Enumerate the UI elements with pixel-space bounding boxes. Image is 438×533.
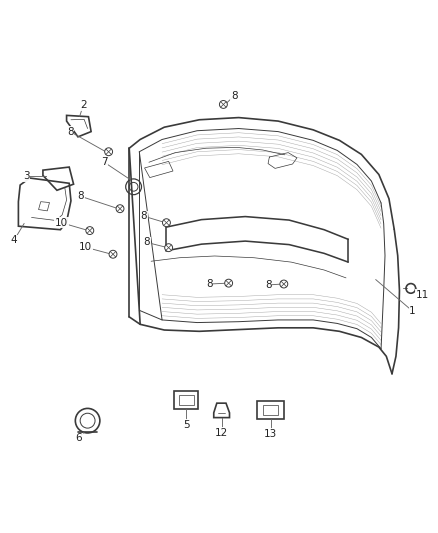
Text: 7: 7 xyxy=(101,157,108,167)
Circle shape xyxy=(162,219,170,227)
Text: 11: 11 xyxy=(416,290,429,300)
Circle shape xyxy=(86,227,94,235)
Text: 10: 10 xyxy=(79,242,92,252)
Text: 8: 8 xyxy=(78,191,85,201)
Circle shape xyxy=(105,148,113,156)
Text: 8: 8 xyxy=(67,127,74,136)
Text: 12: 12 xyxy=(215,428,228,438)
Text: 8: 8 xyxy=(206,279,213,289)
Circle shape xyxy=(225,279,233,287)
Text: 4: 4 xyxy=(11,235,18,245)
Text: 10: 10 xyxy=(55,217,68,228)
Text: 8: 8 xyxy=(231,91,238,101)
Text: 8: 8 xyxy=(143,237,150,247)
Circle shape xyxy=(219,101,227,108)
Circle shape xyxy=(116,205,124,213)
Text: 8: 8 xyxy=(265,280,272,290)
Text: 8: 8 xyxy=(140,211,147,221)
Text: 2: 2 xyxy=(80,100,87,110)
Circle shape xyxy=(109,251,117,258)
Text: 6: 6 xyxy=(75,433,82,443)
Circle shape xyxy=(280,280,288,288)
Text: 1: 1 xyxy=(409,306,416,316)
Circle shape xyxy=(165,244,173,252)
Text: 5: 5 xyxy=(183,420,190,430)
Text: 13: 13 xyxy=(264,429,277,439)
Text: 3: 3 xyxy=(23,171,30,181)
